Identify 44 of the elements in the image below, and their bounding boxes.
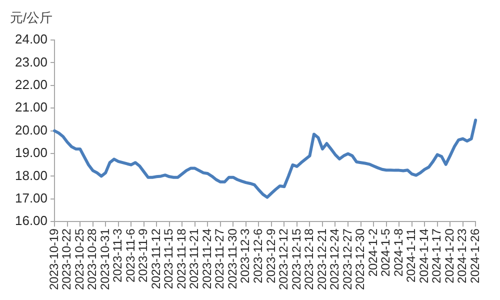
x-tick-label: 2024-1-2 <box>366 228 380 277</box>
x-tick-label: 2023-11-12 <box>148 228 163 290</box>
x-tick-label: 2023-10-25 <box>72 228 86 290</box>
x-tick-label: 2023-12-12 <box>276 228 291 290</box>
x-tick-label: 2024-1-26 <box>468 228 482 284</box>
x-tick-label: 2023-10-31 <box>98 228 112 290</box>
x-tick-label: 2024-1-14 <box>416 228 431 284</box>
x-tick-label: 2023-11-24 <box>200 228 214 290</box>
x-tick-label: 2023-12-9 <box>264 228 278 284</box>
x-tick-label: 2024-1-17 <box>430 228 444 284</box>
y-tick-label: 24.00 <box>14 32 48 47</box>
y-tick-label: 21.00 <box>14 100 48 115</box>
x-tick-label: 2023-11-27 <box>212 228 227 290</box>
x-tick-label: 2024-1-8 <box>391 228 406 277</box>
x-tick-label: 2023-12-6 <box>251 228 265 284</box>
x-tick-label: 2023-11-15 <box>162 228 176 290</box>
y-tick-label: 23.00 <box>14 54 48 70</box>
y-tick-label: 20.00 <box>14 122 48 138</box>
x-tick-label: 2023-12-18 <box>302 228 316 290</box>
x-tick-label: 2023-10-22 <box>60 228 74 290</box>
x-tick-label: 2023-11-18 <box>174 228 188 290</box>
x-tick-label: 2023-11-9 <box>136 228 150 282</box>
x-tick-label: 2023-10-28 <box>85 228 100 290</box>
x-tick-label: 2023-11-3 <box>110 228 125 282</box>
x-tick-label: 2023-12-27 <box>340 228 354 290</box>
y-tick-label: 16.00 <box>14 213 48 228</box>
x-tick-label: 2023-12-15 <box>289 228 304 290</box>
y-tick-label: 17.00 <box>14 190 48 206</box>
x-tick-label: 2023-11-21 <box>187 228 202 290</box>
x-tick-label: 2024-1-20 <box>442 228 456 284</box>
x-tick-label: 2024-1-23 <box>455 228 470 284</box>
x-tick-label: 2024-1-5 <box>378 228 393 277</box>
x-tick-label: 2024-1-11 <box>404 228 418 282</box>
x-tick-label: 2023-12-3 <box>238 228 252 284</box>
x-tick-label: 2023-12-24 <box>328 228 342 290</box>
y-axis-title: 元/公斤 <box>10 10 53 26</box>
y-tick-label: 18.00 <box>14 168 48 183</box>
y-tick-label: 19.00 <box>14 145 48 160</box>
x-tick-label: 2023-12-21 <box>314 228 329 290</box>
x-tick-label: 2023-12-30 <box>353 228 368 290</box>
y-tick-label: 22.00 <box>14 76 48 92</box>
x-tick-label: 2023-10-19 <box>46 228 61 290</box>
x-tick-label: 2023-11-6 <box>123 228 138 282</box>
x-tick-label: 2023-11-30 <box>225 228 240 290</box>
